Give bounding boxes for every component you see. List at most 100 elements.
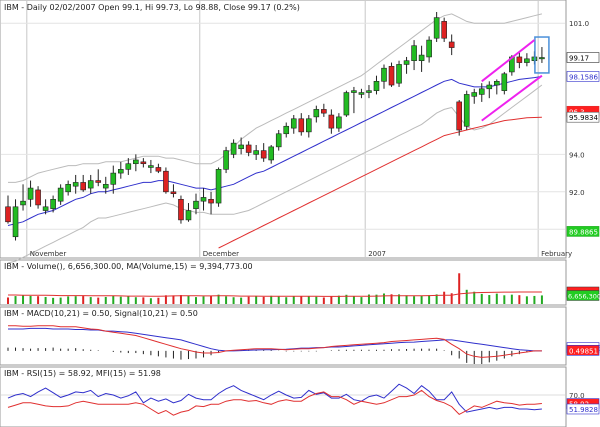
candle-body	[411, 45, 417, 61]
volume-price-box	[566, 290, 600, 301]
y-tick-label: 92.0	[569, 189, 585, 197]
volume-title: IBM - Volume(), 6,656,300.00, MA(Volume,…	[4, 262, 253, 271]
candle-body	[35, 189, 41, 206]
candle-body	[87, 180, 94, 189]
candle-body	[321, 109, 327, 114]
candle-body	[102, 184, 109, 189]
candle-body	[501, 73, 508, 91]
macd-title: IBM - MACD(10,21) = 0.50, Signal(10,21) …	[4, 309, 198, 318]
candle-body	[185, 210, 192, 221]
candle-body	[358, 92, 365, 95]
volume-price-box-label: 6,656,300	[568, 292, 600, 300]
candle-body	[298, 118, 305, 133]
candle-body	[178, 199, 184, 221]
candle-body	[539, 57, 545, 60]
trend-channel-line	[481, 74, 543, 122]
candle-body	[193, 200, 199, 209]
candle-body	[275, 133, 282, 148]
price-box	[566, 71, 600, 82]
candle-body	[493, 81, 500, 86]
candle-body	[12, 206, 19, 238]
candle-body	[426, 39, 432, 58]
candle-body	[305, 118, 312, 133]
candle-body	[72, 182, 79, 187]
candle-body	[343, 92, 350, 116]
candle-body	[373, 81, 380, 91]
candle-body	[20, 200, 26, 206]
price-box	[566, 226, 600, 237]
candle-body	[283, 125, 290, 135]
candle-body	[110, 172, 117, 185]
candle-body	[245, 144, 252, 153]
candle-body	[42, 206, 49, 211]
candle-body	[328, 114, 335, 129]
candle-body	[313, 109, 320, 118]
candle-body	[163, 170, 169, 193]
candle-body	[516, 56, 523, 63]
long-moving-average-line	[218, 116, 542, 249]
candle-body	[80, 182, 86, 191]
volume-panel	[0, 259, 567, 306]
candle-body	[351, 90, 357, 93]
candle-body	[418, 54, 425, 61]
x-tick-label: November	[30, 250, 67, 258]
rsi-tick-label: 70.0	[569, 392, 585, 400]
candle-body	[215, 169, 222, 204]
signal-line	[8, 325, 542, 358]
candle-body	[486, 84, 493, 90]
candle-body	[268, 146, 275, 161]
macd-price-box-label: 0.49851	[569, 347, 598, 355]
candle-body	[57, 187, 64, 202]
price-title: IBM - Daily 02/02/2007 Open 99.1, Hi 99.…	[4, 3, 300, 12]
candle-body	[478, 88, 485, 95]
candle-body	[463, 94, 470, 127]
candle-body	[155, 167, 162, 172]
candle-body	[290, 118, 297, 129]
trend-channel-line	[481, 39, 536, 83]
candle-body	[456, 101, 463, 131]
price-box-label: 89.8865	[569, 228, 598, 236]
candle-body	[223, 150, 229, 170]
candle-body	[5, 206, 11, 223]
x-tick-label: February	[541, 250, 572, 258]
candle-body	[140, 161, 147, 165]
candle-body	[27, 187, 34, 200]
rsi-price-box	[566, 403, 600, 415]
candle-body	[336, 116, 342, 129]
candle-body	[125, 163, 132, 170]
candle-body	[200, 197, 207, 202]
last-candle-highlight-box	[534, 36, 550, 74]
candle-body	[260, 150, 267, 159]
price-panel	[0, 0, 567, 259]
candle-body	[238, 144, 244, 150]
candle-body	[95, 180, 102, 183]
candle-body	[471, 92, 478, 97]
candle-body	[133, 159, 139, 165]
candle-body	[441, 21, 447, 39]
short-moving-average-line	[7, 75, 542, 226]
mfi-line	[7, 383, 542, 413]
x-tick-label: December	[203, 250, 239, 258]
volume-moving-average-line	[8, 291, 542, 297]
candle-body	[524, 58, 530, 63]
candle-body	[366, 90, 372, 93]
price-box-label: 99.17	[569, 55, 589, 63]
macd-price-box	[566, 345, 600, 356]
lower-band-line	[7, 84, 543, 264]
candle-body	[50, 199, 56, 209]
y-tick-label: 101.0	[569, 20, 589, 28]
rsi-line	[7, 389, 542, 416]
candle-body	[381, 67, 387, 82]
price-box	[566, 111, 600, 123]
candle-body	[433, 17, 440, 39]
candle-body	[118, 169, 124, 174]
candle-body	[208, 199, 214, 204]
upper-band-line	[8, 13, 543, 183]
candle-body	[148, 165, 154, 168]
candle-body	[170, 191, 177, 194]
rsi-panel	[0, 366, 567, 427]
y-tick-label: 94.0	[569, 151, 585, 159]
price-box-label: 98.1586	[569, 73, 598, 81]
candle-body	[403, 60, 410, 65]
